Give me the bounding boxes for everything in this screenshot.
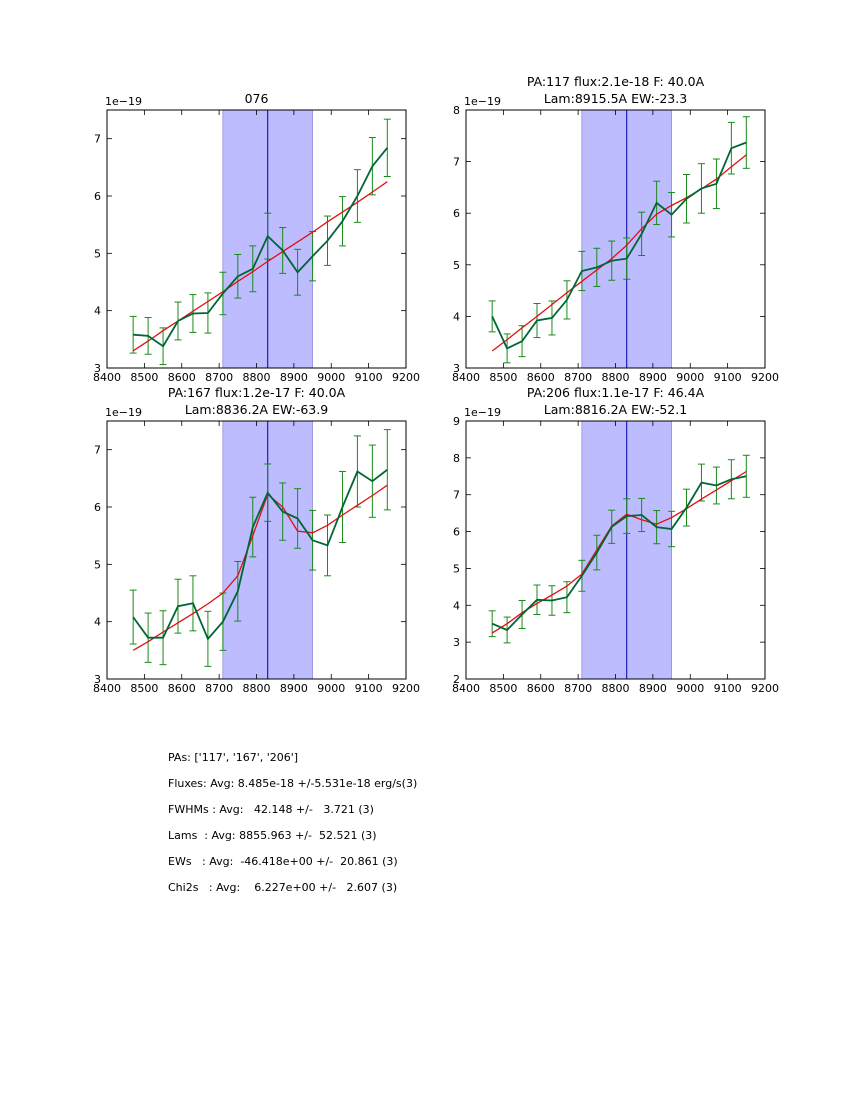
x-tick-label: 9100 xyxy=(355,371,383,384)
x-tick-label: 8900 xyxy=(280,371,308,384)
y-tick-label: 4 xyxy=(453,599,460,612)
y-tick-label: 5 xyxy=(453,562,460,575)
summary-fluxes: Fluxes: Avg: 8.485e-18 +/-5.531e-18 erg/… xyxy=(168,777,418,790)
y-tick-label: 7 xyxy=(94,133,101,146)
x-tick-label: 8800 xyxy=(602,371,630,384)
data-line xyxy=(491,141,747,350)
y-tick-label: 4 xyxy=(453,310,460,323)
x-tick-label: 8600 xyxy=(168,682,196,695)
x-tick-label: 9000 xyxy=(317,682,345,695)
model-line xyxy=(132,484,388,651)
y-tick-label: 2 xyxy=(453,673,460,686)
x-tick-label: 8500 xyxy=(489,371,517,384)
x-tick-label: 9200 xyxy=(392,371,420,384)
summary-lams: Lams : Avg: 8855.963 +/- 52.521 (3) xyxy=(168,829,377,842)
panel-subtitle: Lam:8836.2A EW:-63.9 xyxy=(185,402,328,417)
x-tick-label: 8600 xyxy=(527,682,555,695)
y-tick-label: 4 xyxy=(94,305,101,318)
y-tick-label: 5 xyxy=(94,558,101,571)
panel-title: PA:167 flux:1.2e-17 F: 40.0A xyxy=(168,385,346,400)
panel-2: 8400 8500 8600 8700 8800 8900 9000 9100 9200 3 4 5 6… xyxy=(452,74,779,384)
x-tick-label: 8900 xyxy=(639,682,667,695)
y-multiplier-label: 1e−19 xyxy=(105,406,142,419)
data-line xyxy=(491,475,747,632)
y-tick-label: 3 xyxy=(453,636,460,649)
panel-title: PA:206 flux:1.1e-17 F: 46.4A xyxy=(527,385,705,400)
y-tick-label: 5 xyxy=(453,259,460,272)
x-tick-label: 8400 xyxy=(93,371,121,384)
x-tick-label: 8800 xyxy=(243,371,271,384)
panel-title: 076 xyxy=(245,91,269,106)
y-multiplier-label: 1e−19 xyxy=(105,95,142,108)
y-multiplier-label: 1e−19 xyxy=(464,406,501,419)
panel-4: 8400 8500 8600 8700 8800 8900 9000 9100 9200 2 3 4 5… xyxy=(452,385,779,695)
data-line xyxy=(133,147,388,348)
y-tick-label: 3 xyxy=(94,362,101,375)
summary-chi2s: Chi2s : Avg: 6.227e+00 +/- 2.607 (3) xyxy=(168,881,398,894)
y-tick-label: 7 xyxy=(453,489,460,502)
x-tick-label: 8400 xyxy=(452,371,480,384)
y-tick-label: 7 xyxy=(453,156,460,169)
x-tick-label: 8700 xyxy=(205,682,233,695)
y-tick-label: 8 xyxy=(453,104,460,117)
x-tick-label: 8800 xyxy=(243,682,271,695)
y-tick-label: 6 xyxy=(94,501,101,514)
x-tick-label: 8700 xyxy=(205,371,233,384)
y-tick-label: 9 xyxy=(453,415,460,428)
x-tick-label: 9000 xyxy=(676,682,704,695)
y-tick-label: 4 xyxy=(94,616,101,629)
panel-subtitle: Lam:8915.5A EW:-23.3 xyxy=(544,91,687,106)
x-tick-label: 8700 xyxy=(564,371,592,384)
summary-fwhms: FWHMs : Avg: 42.148 +/- 3.721 (3) xyxy=(168,803,374,816)
y-tick-label: 6 xyxy=(453,207,460,220)
panel-3: 8400 8500 8600 8700 8800 8900 9000 9100 9200 3 4 5 6… xyxy=(93,385,420,695)
x-tick-label: 8900 xyxy=(280,682,308,695)
summary-pas: PAs: ['117', '167', '206'] xyxy=(168,751,299,764)
data-line xyxy=(132,468,388,641)
panel-subtitle: Lam:8816.2A EW:-52.1 xyxy=(544,402,687,417)
y-tick-label: 5 xyxy=(94,247,101,260)
x-tick-label: 8500 xyxy=(130,682,158,695)
x-tick-label: 8800 xyxy=(602,682,630,695)
y-tick-label: 6 xyxy=(453,526,460,539)
x-tick-label: 8400 xyxy=(452,682,480,695)
x-tick-label: 8500 xyxy=(130,371,158,384)
y-tick-label: 3 xyxy=(453,362,460,375)
x-tick-label: 8600 xyxy=(527,371,555,384)
y-tick-label: 7 xyxy=(94,444,101,457)
panel-1: 8400 8500 8600 8700 8800 8900 9000 9100 9200 3 4 5 6… xyxy=(93,91,420,384)
x-tick-label: 8500 xyxy=(489,682,517,695)
y-tick-label: 3 xyxy=(94,673,101,686)
x-tick-label: 8600 xyxy=(168,371,196,384)
summary-ews: EWs : Avg: -46.418e+00 +/- 20.861 (3) xyxy=(168,855,398,868)
y-tick-label: 6 xyxy=(94,190,101,203)
model-line xyxy=(132,181,388,352)
y-tick-label: 8 xyxy=(453,452,460,465)
y-multiplier-label: 1e−19 xyxy=(464,95,501,108)
x-tick-label: 9200 xyxy=(392,682,420,695)
x-tick-label: 8900 xyxy=(639,371,667,384)
x-tick-label: 9200 xyxy=(751,682,779,695)
x-tick-label: 9200 xyxy=(751,371,779,384)
model-line xyxy=(491,470,747,634)
x-tick-label: 9100 xyxy=(355,682,383,695)
panel-title: PA:117 flux:2.1e-18 F: 40.0A xyxy=(527,74,705,89)
x-tick-label: 9000 xyxy=(317,371,345,384)
x-tick-label: 9000 xyxy=(676,371,704,384)
x-tick-label: 9100 xyxy=(714,682,742,695)
summary-stats: PAs: ['117', '167', '206'] Fluxes: Avg: … xyxy=(168,745,417,901)
x-tick-label: 9100 xyxy=(714,371,742,384)
x-tick-label: 8400 xyxy=(93,682,121,695)
x-tick-label: 8700 xyxy=(564,682,592,695)
